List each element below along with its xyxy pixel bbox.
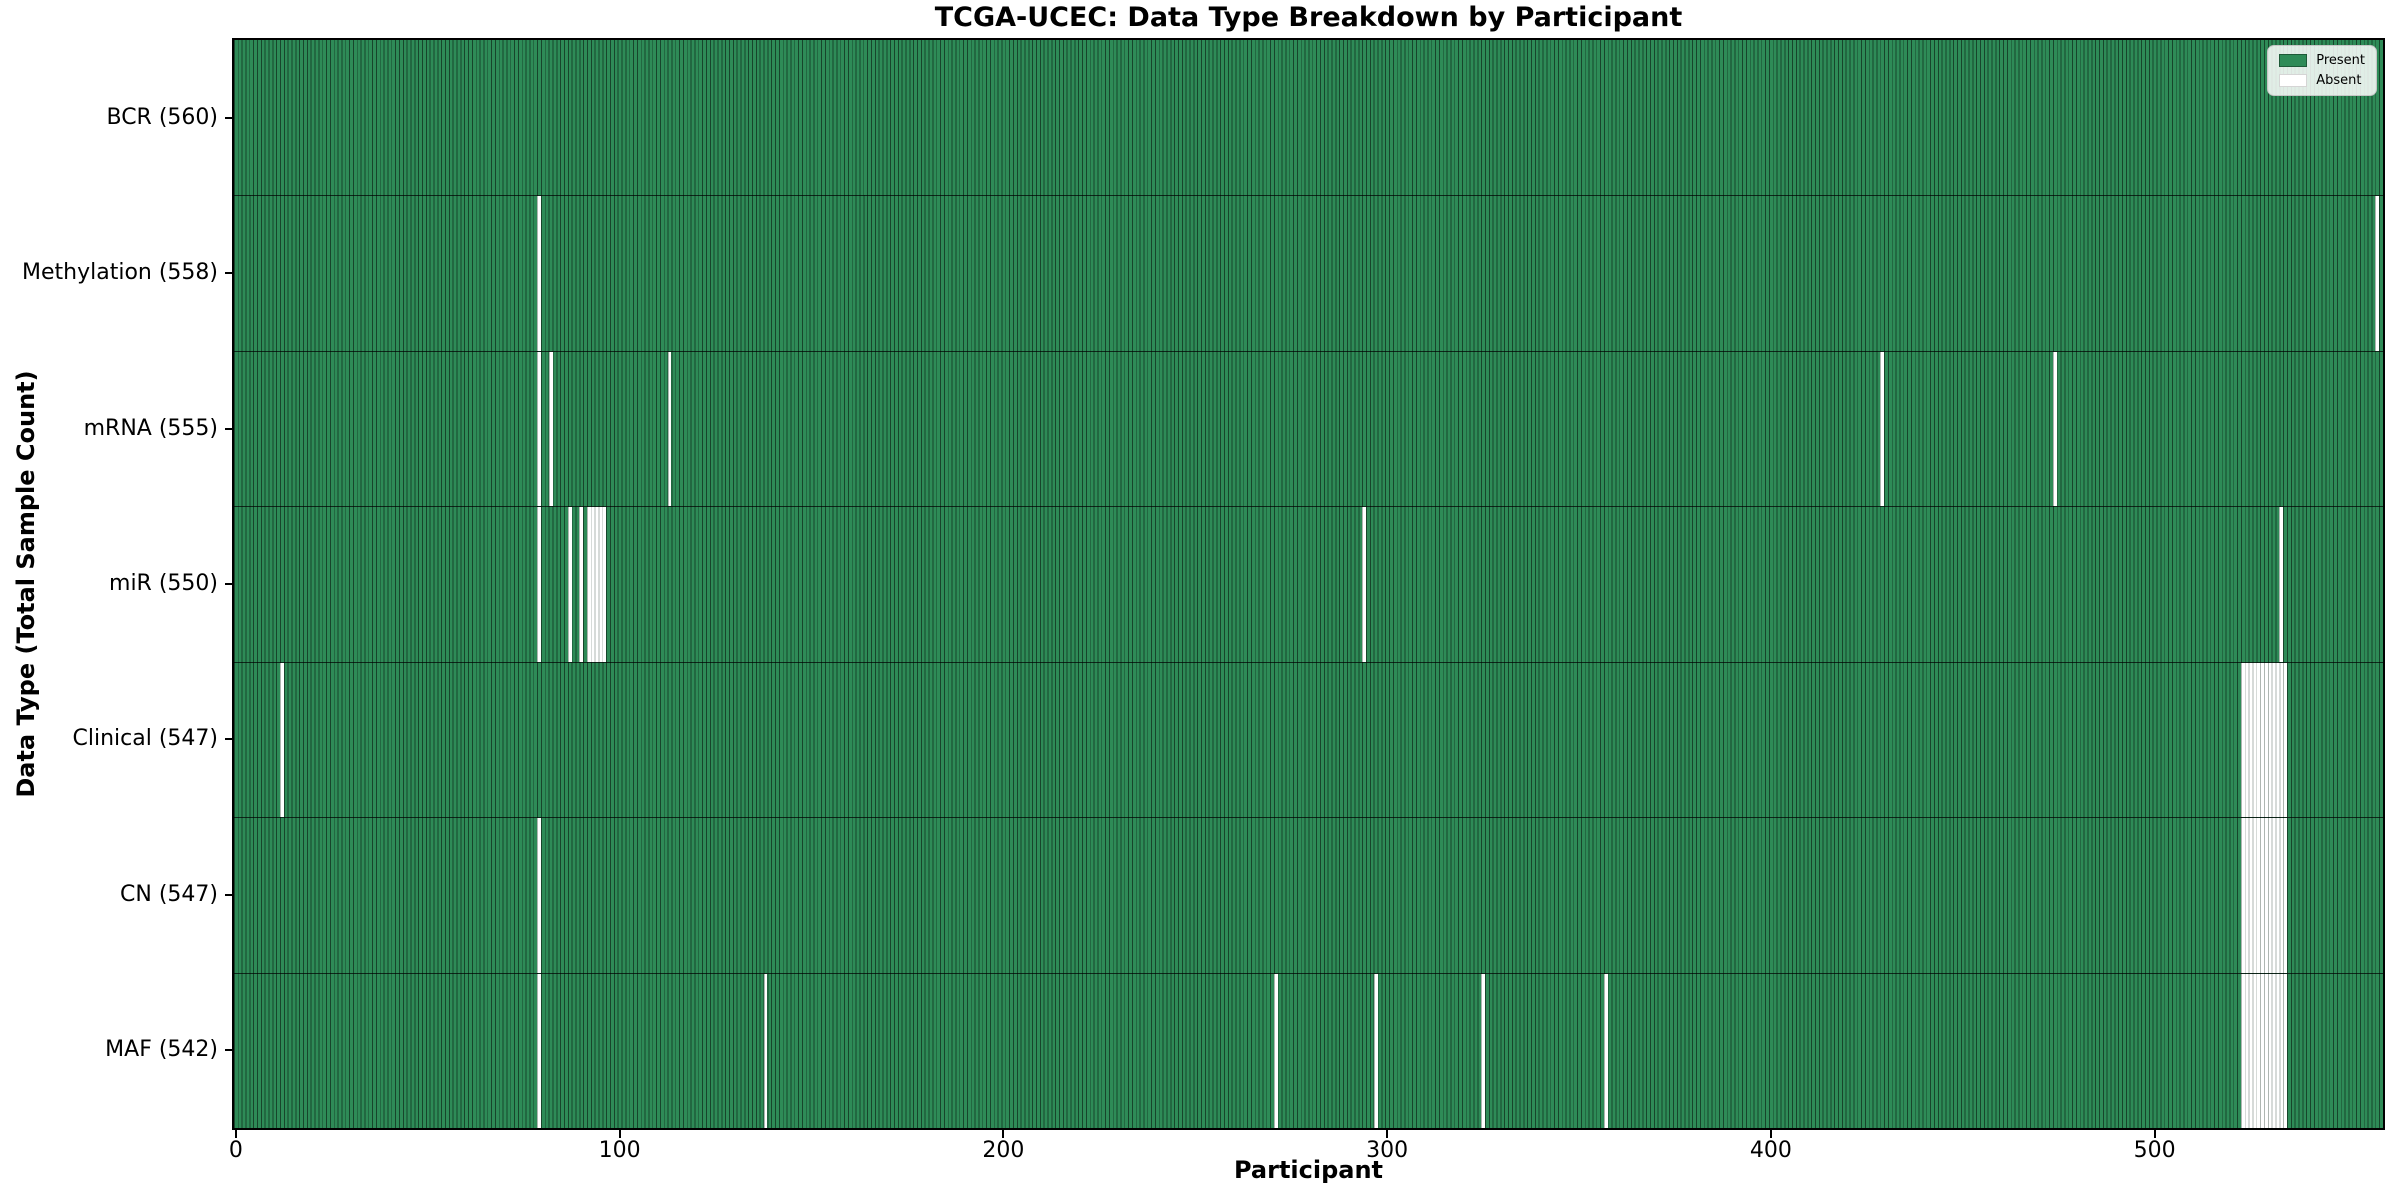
y-tick-label: mRNA (555) — [83, 415, 218, 441]
absent-stripe — [2279, 507, 2284, 662]
x-tick-mark — [1386, 1130, 1389, 1138]
x-tick-mark — [234, 1130, 237, 1138]
absent-stripe — [1373, 973, 1378, 1128]
row-methylation — [234, 195, 2383, 351]
y-tick-label: miR (550) — [109, 571, 218, 596]
row-maf — [234, 972, 2383, 1128]
row-clinical — [234, 661, 2383, 818]
x-tick-mark — [1769, 1130, 1772, 1138]
y-tick-label: MAF (542) — [105, 1037, 218, 1063]
y-tick-mark — [225, 1049, 233, 1052]
absent-stripe — [1273, 973, 1278, 1128]
absent-stripe — [1880, 351, 1885, 507]
absent-stripe — [537, 507, 541, 662]
absent-stripe — [548, 351, 553, 507]
absent-stripe — [587, 507, 607, 662]
y-tick-mark — [225, 427, 233, 430]
x-tick-label: 100 — [598, 1138, 641, 1163]
absent-stripe — [2375, 196, 2380, 351]
x-tick-label: 200 — [982, 1138, 1025, 1163]
y-tick-label: CN (547) — [120, 881, 218, 907]
legend-label: Absent — [2316, 73, 2362, 88]
x-tick-mark — [618, 1130, 621, 1138]
absent-stripe — [1481, 973, 1486, 1128]
absent-stripe — [2241, 818, 2288, 973]
x-tick-label: 0 — [228, 1138, 243, 1163]
legend: Present Absent — [2267, 45, 2377, 96]
chart-title: TCGA-UCEC: Data Type Breakdown by Partic… — [934, 2, 1683, 33]
legend-swatch-absent — [2279, 74, 2308, 87]
absent-stripe — [537, 818, 541, 973]
y-tick-label: Clinical (547) — [72, 726, 218, 752]
row-mir — [234, 506, 2383, 662]
x-axis-label: Participant — [1233, 1156, 1384, 1184]
x-tick-label: 400 — [1749, 1138, 1792, 1163]
absent-stripe — [537, 351, 541, 507]
legend-label: Present — [2316, 53, 2365, 68]
absent-stripe — [2241, 662, 2288, 818]
legend-item-absent: Absent — [2279, 73, 2365, 88]
row-bcr — [234, 40, 2383, 196]
row-mrna — [234, 350, 2383, 507]
absent-stripe — [667, 351, 672, 507]
absent-stripe — [280, 662, 284, 818]
absent-stripe — [537, 973, 541, 1128]
legend-swatch-present — [2279, 54, 2308, 67]
absent-stripe — [579, 507, 584, 662]
plot-area: Present Absent — [232, 38, 2385, 1130]
x-tick-mark — [1002, 1130, 1005, 1138]
x-tick-mark — [2153, 1130, 2156, 1138]
y-tick-mark — [225, 116, 233, 119]
absent-stripe — [1603, 973, 1608, 1128]
y-tick-mark — [225, 893, 233, 896]
y-tick-label: BCR (560) — [106, 104, 218, 130]
x-tick-label: 300 — [1366, 1138, 1409, 1163]
y-tick-mark — [225, 738, 233, 741]
x-tick-label: 500 — [2133, 1138, 2176, 1163]
legend-item-present: Present — [2279, 53, 2365, 68]
absent-stripe — [537, 196, 541, 351]
absent-stripe — [2052, 351, 2057, 507]
row-cn — [234, 817, 2383, 973]
absent-stripe — [567, 507, 572, 662]
y-tick-mark — [225, 583, 233, 585]
absent-stripe — [1362, 507, 1367, 662]
absent-stripe — [2241, 973, 2288, 1128]
y-tick-mark — [225, 272, 233, 275]
y-tick-label: Methylation (558) — [22, 260, 218, 286]
absent-stripe — [763, 973, 768, 1128]
